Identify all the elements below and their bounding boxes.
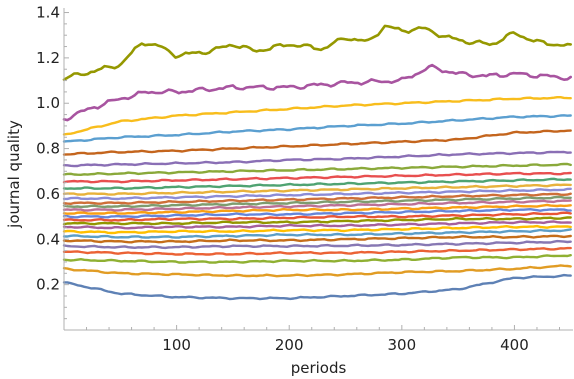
series-line-21 xyxy=(62,162,572,177)
series-line-9 xyxy=(62,220,572,230)
series-line-14 xyxy=(62,199,572,212)
x-ticks: 100 200 300 400 xyxy=(86,325,560,354)
series-line-6 xyxy=(62,234,572,244)
series-line-23 xyxy=(62,129,572,156)
series-line-16 xyxy=(62,192,572,206)
series-line-18 xyxy=(62,183,572,196)
y-tick-label: 1.4 xyxy=(36,4,60,22)
series-line-13 xyxy=(62,203,572,215)
series-line-20 xyxy=(62,171,572,184)
series-line-1 xyxy=(62,273,572,301)
x-tick-label: 200 xyxy=(275,336,304,354)
y-tick-label: 0.8 xyxy=(36,140,60,158)
series-layer xyxy=(62,24,573,301)
series-line-19 xyxy=(62,177,572,191)
series-line-26 xyxy=(62,63,573,122)
y-tick-label: 0.2 xyxy=(36,276,60,294)
series-line-5 xyxy=(62,239,572,250)
y-tick-label: 1.0 xyxy=(36,94,60,112)
series-line-12 xyxy=(62,207,572,219)
series-line-15 xyxy=(62,195,572,209)
y-axis-title: journal quality xyxy=(5,120,23,229)
x-axis-title: periods xyxy=(291,359,347,377)
series-line-7 xyxy=(62,228,572,239)
x-tick-label: 400 xyxy=(500,336,529,354)
series-line-8 xyxy=(62,224,572,235)
x-tick-label: 300 xyxy=(388,336,417,354)
series-line-25 xyxy=(62,95,572,136)
y-tick-label: 0.4 xyxy=(36,230,60,248)
series-line-10 xyxy=(62,216,572,226)
series-line-22 xyxy=(62,150,572,168)
series-line-2 xyxy=(62,264,572,278)
series-line-3 xyxy=(62,253,572,264)
series-line-11 xyxy=(62,211,572,222)
y-ticks: 0.2 0.4 0.6 0.8 1.0 1.2 1.4 xyxy=(36,4,69,320)
x-tick-label: 100 xyxy=(162,336,191,354)
series-line-24 xyxy=(62,114,572,143)
series-line-17 xyxy=(62,187,572,201)
series-line-27 xyxy=(62,24,573,81)
y-tick-label: 1.2 xyxy=(36,49,60,67)
axes-layer: 100 200 300 400 0.2 0.4 0.6 0.8 1.0 1.2 1.4 xyxy=(36,4,573,354)
y-tick-label: 0.6 xyxy=(36,185,60,203)
series-line-4 xyxy=(62,246,572,256)
